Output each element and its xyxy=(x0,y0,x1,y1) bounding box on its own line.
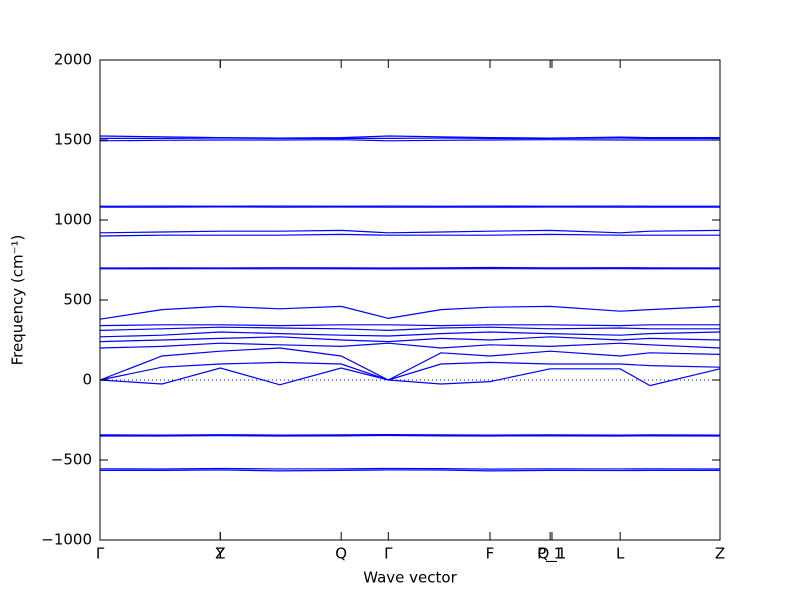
y-tick-label: −1000 xyxy=(41,531,92,549)
band-line xyxy=(99,139,720,142)
y-tick-label: 2000 xyxy=(54,51,92,69)
plot-frame xyxy=(99,59,721,541)
y-tick-label: 0 xyxy=(82,371,92,389)
band-line xyxy=(99,229,721,234)
y-tick-label: 1500 xyxy=(54,131,92,149)
band-line xyxy=(99,305,721,320)
x-tick-label: Z xyxy=(215,545,225,563)
x-tick-label: L xyxy=(616,545,625,563)
band-line xyxy=(99,336,721,343)
x-tick-label: F xyxy=(486,545,495,563)
x-axis-label: Wave vector xyxy=(363,569,457,587)
band-line xyxy=(99,326,720,332)
x-tick-label: Y xyxy=(215,545,226,563)
band-line xyxy=(99,361,721,381)
x-tick-label: Z xyxy=(715,545,725,563)
band-line xyxy=(99,342,721,349)
band-line xyxy=(99,467,721,470)
band-line xyxy=(99,324,720,327)
y-tick-label: 500 xyxy=(63,291,92,309)
band-line xyxy=(99,367,721,387)
x-tick-label: P_1 xyxy=(537,545,563,564)
y-tick-label: −500 xyxy=(51,451,92,469)
x-tick-label: Γ xyxy=(96,545,105,563)
band-line xyxy=(100,469,720,472)
band-line xyxy=(99,347,721,381)
x-tick-label: Q xyxy=(335,545,347,563)
band-line xyxy=(99,331,721,338)
x-tick-label: Γ xyxy=(384,545,393,563)
x-tick-label: Q_1 xyxy=(538,545,567,564)
band-line xyxy=(99,233,720,237)
y-tick-label: 1000 xyxy=(54,211,92,229)
y-axis-label: Frequency (cm⁻¹) xyxy=(9,235,27,366)
band-line xyxy=(99,135,720,139)
